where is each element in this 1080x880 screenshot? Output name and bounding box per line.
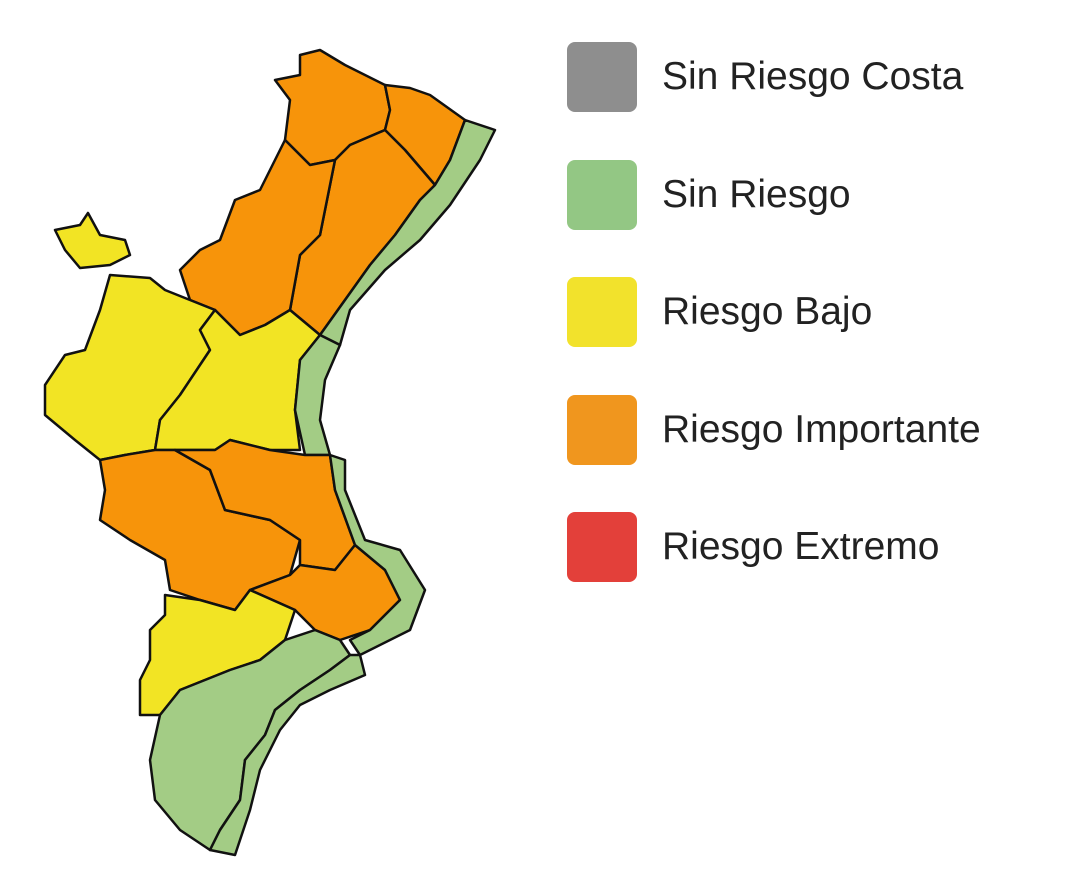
legend-swatch <box>567 42 637 112</box>
legend-label: Riesgo Extremo <box>662 525 940 568</box>
region-southeast-orange <box>248 543 402 642</box>
region-coast-south-green <box>208 653 367 857</box>
legend-item-riesgo-importante: Riesgo Importante <box>567 394 981 465</box>
legend-label: Sin Riesgo <box>662 172 851 216</box>
legend-swatch <box>567 277 637 347</box>
legend-item-sin-riesgo-costa: Sin Riesgo Costa <box>567 42 981 112</box>
legend-swatch <box>567 159 637 230</box>
legend-label: Riesgo Bajo <box>662 290 873 333</box>
legend-item-sin-riesgo: Sin Riesgo <box>567 159 981 230</box>
legend: Sin Riesgo Costa Sin Riesgo Riesgo Bajo … <box>567 42 981 630</box>
legend-label: Sin Riesgo Costa <box>662 55 964 98</box>
legend-item-riesgo-bajo: Riesgo Bajo <box>567 277 981 347</box>
risk-map <box>43 48 497 857</box>
legend-swatch <box>567 512 637 582</box>
legend-swatch <box>567 394 637 465</box>
legend-label: Riesgo Importante <box>662 407 981 451</box>
legend-item-riesgo-extremo: Riesgo Extremo <box>567 512 981 582</box>
region-enclave-yellow <box>53 211 132 270</box>
